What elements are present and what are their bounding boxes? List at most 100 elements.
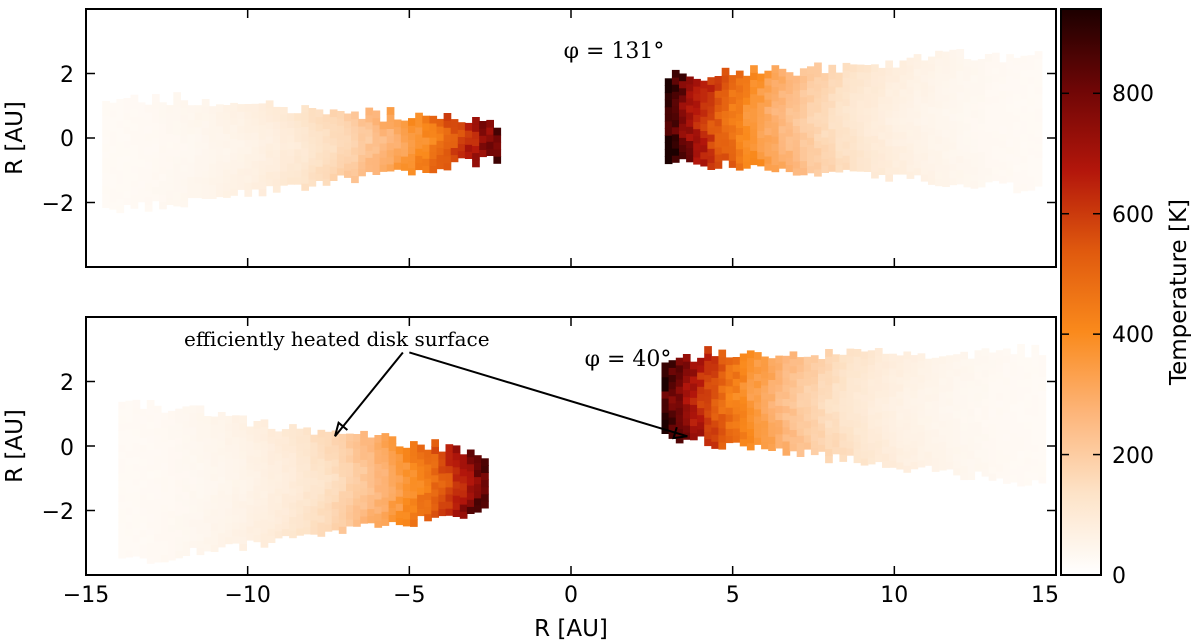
heatmap-cell <box>324 453 333 461</box>
heatmap-cell <box>281 464 290 473</box>
heatmap-cell <box>175 486 183 495</box>
heatmap-cell <box>946 376 954 385</box>
heatmap-cell <box>168 545 176 554</box>
heatmap-cell <box>832 411 840 419</box>
heatmap-cell <box>161 462 169 470</box>
heatmap-cell <box>970 173 979 182</box>
heatmap-cell <box>258 167 267 175</box>
heatmap-cell <box>682 375 691 383</box>
y-tick-label: −2 <box>42 500 74 525</box>
heatmap-cell <box>775 412 783 421</box>
heatmap-cell <box>828 114 837 123</box>
heatmap-cell <box>693 93 701 101</box>
heatmap-cell <box>928 106 936 114</box>
heatmap-cell <box>1027 76 1036 85</box>
heatmap-cell <box>374 484 383 493</box>
heatmap-cell <box>246 469 255 477</box>
heatmap-cell <box>358 168 366 177</box>
heatmap-cell <box>711 412 719 421</box>
heatmap-cell <box>232 450 240 459</box>
heatmap-cell <box>216 161 224 169</box>
heatmap-cell <box>239 543 247 551</box>
heatmap-cell <box>867 414 876 422</box>
heatmap-cell <box>161 419 169 428</box>
heatmap-cell <box>910 390 919 399</box>
heatmap-cell <box>995 364 1004 373</box>
heatmap-cell <box>324 481 333 490</box>
heatmap-cell <box>690 390 698 398</box>
heatmap-cell <box>792 75 801 84</box>
heatmap-cell <box>130 101 139 110</box>
heatmap-cell <box>970 166 979 175</box>
heatmap-cell <box>216 132 224 141</box>
heatmap-cell <box>166 161 174 170</box>
heatmap-cell <box>258 103 267 112</box>
heatmap-cell <box>367 501 375 510</box>
heatmap-cell <box>906 107 915 116</box>
heatmap-cell <box>358 133 366 141</box>
heatmap-cell <box>1017 457 1025 466</box>
heatmap-cell <box>735 127 744 136</box>
heatmap-cell <box>849 99 858 108</box>
x-tick-label: −10 <box>224 583 270 608</box>
heatmap-cell <box>324 516 333 525</box>
heatmap-cell <box>878 110 886 119</box>
heatmap-cell <box>223 126 231 134</box>
heatmap-cell <box>928 163 936 171</box>
heatmap-cell <box>835 79 844 88</box>
heatmap-cell <box>452 445 461 454</box>
heatmap-cell <box>920 81 929 90</box>
heatmap-cell <box>287 120 295 128</box>
heatmap-cell <box>906 100 915 108</box>
heatmap-cell <box>146 400 155 408</box>
heatmap-cell <box>686 104 694 113</box>
heatmap-cell <box>301 140 309 149</box>
heatmap-cell <box>194 147 203 156</box>
heatmap-cell <box>230 159 238 168</box>
heatmap-cell <box>679 123 687 131</box>
heatmap-cell <box>931 393 940 401</box>
heatmap-cell <box>225 486 233 495</box>
heatmap-cell <box>296 485 304 494</box>
heatmap-cell <box>746 407 755 415</box>
heatmap-cell <box>344 141 352 150</box>
heatmap-cell <box>928 141 936 150</box>
heatmap-cell <box>317 451 326 459</box>
heatmap-cell <box>346 476 354 484</box>
heatmap-cell <box>842 84 851 92</box>
heatmap-cell <box>743 153 751 162</box>
heatmap-cell <box>913 89 922 98</box>
heatmap-cell <box>754 430 762 438</box>
heatmap-cell <box>1003 398 1011 406</box>
heatmap-cell <box>182 470 191 478</box>
heatmap-cell <box>187 119 196 128</box>
heatmap-cell <box>281 500 290 508</box>
heatmap-cell <box>761 420 769 428</box>
heatmap-cell <box>778 97 787 105</box>
heatmap-cell <box>443 127 452 135</box>
heatmap-cell <box>810 390 819 399</box>
heatmap-cell <box>718 420 727 429</box>
heatmap-cell <box>981 419 990 427</box>
heatmap-cell <box>807 73 815 82</box>
heatmap-cell <box>896 376 904 385</box>
heatmap-cell <box>346 447 354 456</box>
heatmap-cell <box>246 447 255 456</box>
heatmap-cell <box>322 171 331 179</box>
y-axis-label: R [AU] <box>2 409 28 483</box>
heatmap-cell <box>700 80 708 89</box>
heatmap-cell <box>704 431 712 439</box>
heatmap-cell <box>281 450 290 459</box>
heatmap-cell <box>1017 400 1025 409</box>
heatmap-cell <box>1017 436 1025 444</box>
heatmap-cell <box>132 534 141 543</box>
heatmap-cell <box>182 519 191 528</box>
heatmap-cell <box>123 176 132 184</box>
heatmap-cell <box>953 368 961 377</box>
heatmap-cell <box>159 201 167 210</box>
heatmap-cell <box>452 502 461 510</box>
heatmap-cell <box>246 511 255 520</box>
heatmap-cell <box>358 147 366 155</box>
heatmap-cell <box>882 389 890 397</box>
heatmap-cell <box>999 104 1007 113</box>
